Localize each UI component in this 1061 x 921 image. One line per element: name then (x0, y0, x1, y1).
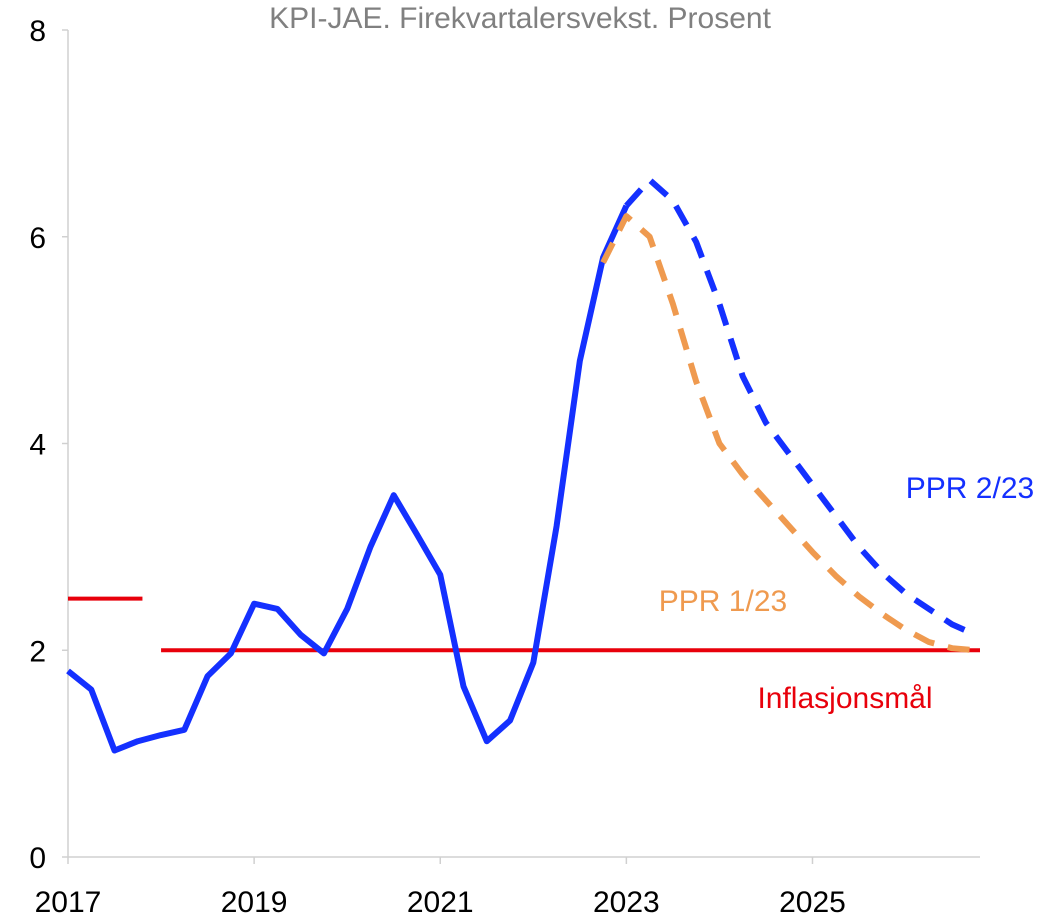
series-line (600, 213, 976, 654)
x-tick-label: 2017 (35, 886, 102, 919)
x-tick-label: 2023 (593, 886, 660, 919)
y-tick-label: 8 (29, 15, 46, 48)
x-tick-label: 2021 (407, 886, 474, 919)
x-tick-label: 2019 (221, 886, 288, 919)
y-tick-label: 0 (29, 842, 46, 875)
y-tick-label: 4 (29, 429, 46, 462)
series-line (624, 176, 977, 638)
target-label: Inflasjonsmål (757, 682, 932, 715)
y-tick-label: 2 (29, 635, 46, 668)
chart-title: KPI-JAE. Firekvartalersvekst. Prosent (269, 2, 771, 35)
series-label: PPR 2/23 (906, 472, 1034, 505)
series-label: PPR 1/23 (659, 585, 787, 618)
x-tick-label: 2025 (779, 886, 846, 919)
y-tick-label: 6 (29, 222, 46, 255)
series-line (66, 204, 630, 754)
